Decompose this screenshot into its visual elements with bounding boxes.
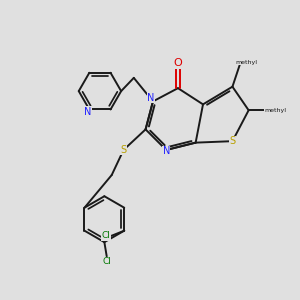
- Text: S: S: [230, 136, 236, 146]
- Text: N: N: [163, 146, 170, 157]
- Text: Cl: Cl: [102, 257, 111, 266]
- Text: Cl: Cl: [101, 232, 110, 241]
- Text: N: N: [84, 107, 92, 117]
- Text: methyl: methyl: [265, 108, 287, 113]
- Text: S: S: [120, 145, 127, 155]
- Text: N: N: [148, 93, 155, 103]
- Text: O: O: [174, 58, 182, 68]
- Text: methyl: methyl: [235, 60, 257, 65]
